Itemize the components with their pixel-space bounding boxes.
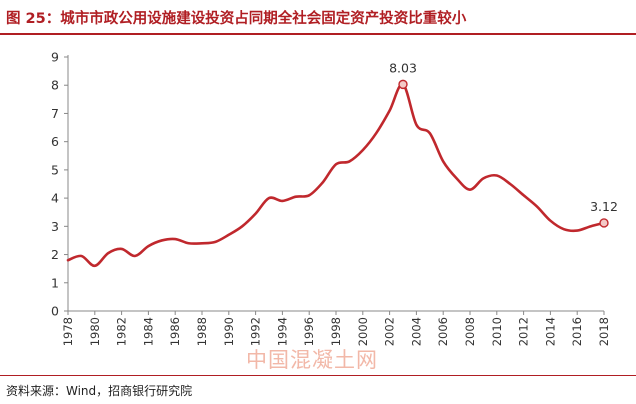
y-tick-label: 1 (51, 275, 59, 290)
title-divider (0, 33, 636, 35)
x-tick-label: 1978 (61, 317, 75, 346)
data-point-marker (599, 218, 609, 228)
y-tick-label: 8 (51, 78, 59, 93)
y-tick-label: 4 (51, 191, 59, 206)
x-tick-label: 2006 (436, 317, 450, 346)
x-tick-label: 1990 (222, 317, 236, 346)
data-label: 3.12 (590, 199, 618, 214)
x-tick-label: 2018 (597, 317, 611, 346)
data-point-marker (398, 79, 408, 90)
y-tick-label: 2 (51, 247, 59, 262)
x-tick-label: 2002 (383, 317, 397, 346)
x-tick-label: 1984 (141, 317, 155, 346)
y-tick-label: 5 (51, 162, 59, 177)
x-tick-label: 1988 (195, 317, 209, 346)
y-tick-label: 3 (51, 219, 59, 234)
annotations: 8.03 3.12 (389, 60, 618, 228)
x-tick-label: 1982 (115, 317, 129, 346)
series-layer (66, 83, 606, 268)
source-note: 资料来源：Wind，招商银行研究院 (6, 384, 193, 398)
x-tick-label: 2010 (490, 317, 504, 346)
axes: 0 1 2 3 4 5 6 7 8 9 1978 1980 1982 1984 1986 1988 1990 19… (51, 50, 611, 347)
x-tick-label: 1992 (249, 317, 263, 346)
x-tick-label: 1996 (302, 317, 316, 346)
y-tick-label: 0 (51, 304, 59, 319)
x-tick-label: 2000 (356, 317, 370, 346)
x-tick-label: 2012 (517, 317, 531, 346)
x-tick-label: 2008 (463, 317, 477, 346)
y-tick-label: 7 (51, 106, 59, 121)
y-tick-label: 6 (51, 134, 59, 149)
x-tick-label: 2014 (543, 317, 557, 346)
watermark: 中国混凝土网 (246, 348, 378, 372)
footer-divider (0, 375, 636, 376)
data-label: 8.03 (389, 60, 417, 75)
x-tick-label: 1994 (275, 317, 289, 346)
x-tick-label: 1998 (329, 317, 343, 346)
y-tick-label: 9 (51, 50, 59, 65)
series-line (66, 83, 606, 268)
x-tick-label: 1980 (88, 317, 102, 346)
x-tick-label: 1986 (168, 317, 182, 346)
x-tick-label: 2016 (570, 317, 584, 346)
chart-title: 图 25：城市市政公用设施建设投资占同期全社会固定资产投资比重较小 (6, 11, 467, 27)
x-tick-label: 2004 (409, 317, 423, 346)
